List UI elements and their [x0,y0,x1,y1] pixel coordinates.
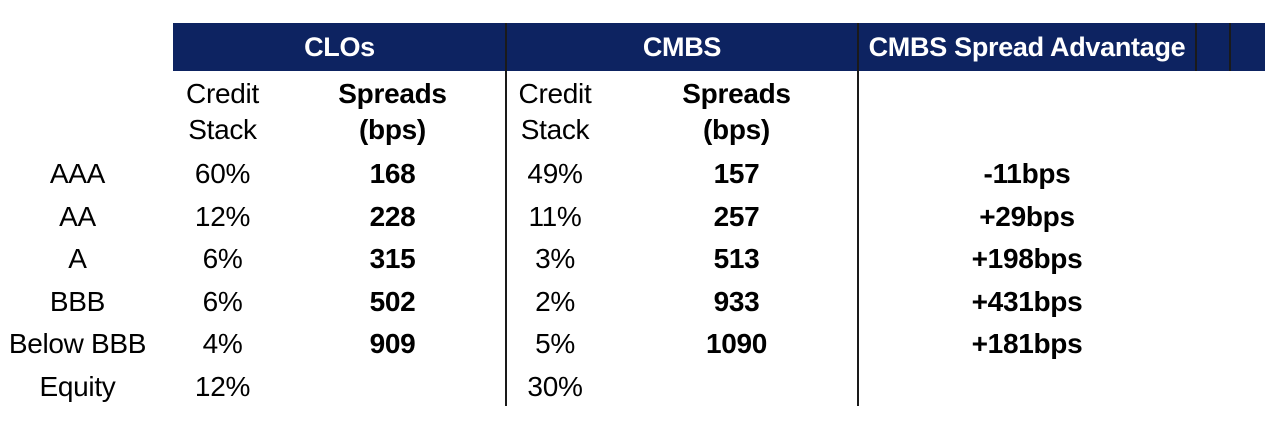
row-label: A [68,243,87,275]
clo-credit-stack-value: 6% [202,243,243,275]
clo-credit-stack-value: 60% [194,158,251,190]
cmbs-credit-stack-value: 30% [527,370,583,402]
table-body: Credit Stack Spreads (bps) Credit Stack … [0,71,1265,408]
row-label: AAA [49,158,106,190]
cmbs-spreads-header: Spreads (bps) [615,71,858,153]
cmbs-spread-value: 1090 [705,328,768,360]
right-spacer [1196,281,1265,324]
clo-credit-stack-header-line1: Credit [186,77,259,109]
clo-spread-value: 315 [369,243,416,275]
header-empty-cell-2 [1230,23,1265,71]
clo-credit-stack-value: 4% [202,328,243,360]
row-label: Equity [39,370,116,402]
cmbs-spread-value: 933 [713,285,760,317]
right-spacer [1196,366,1265,409]
right-spacer [1196,323,1265,366]
cmbs-credit-stack-header-line2: Stack [520,114,590,145]
row-label: Below BBB [8,328,147,360]
clo-spread-value: 228 [369,200,416,232]
advantage-value: +431bps [971,285,1083,317]
cmbs-spreads-header-line2: (bps) [703,114,770,145]
clo-credit-stack-value: 6% [202,285,243,317]
cmbs-credit-stack-value: 11% [528,200,582,232]
divider-cmbs-advantage [857,23,859,406]
clo-spreads-header: Spreads (bps) [290,71,495,153]
advantage-subheader-spacer [858,71,1196,153]
clo-spread-value: 168 [369,158,416,190]
cmbs-spread-value: 257 [713,200,760,232]
header-clos: CLOs [173,23,506,71]
clo-spread-value: 502 [369,285,416,317]
divider-clos-cmbs [505,23,507,406]
row-label: AA [59,200,96,232]
cmbs-credit-stack-value: 3% [535,243,575,275]
right-spacer [1196,238,1265,281]
header-cmbs: CMBS [506,23,858,71]
cmbs-spreads-header-line1: Spreads [682,77,791,109]
advantage-value: -11bps [983,158,1071,190]
divider-header-small-1 [1195,23,1197,71]
cmbs-credit-stack-header-line1: Credit [518,77,592,109]
clo-credit-stack-header-line2: Stack [188,114,257,145]
cmbs-credit-stack-header: Credit Stack [495,71,615,153]
right-spacer [1196,71,1265,153]
subheader-spacer [0,71,155,153]
cmbs-spread-value: 157 [713,158,760,190]
clo-spreads-header-line2: (bps) [359,114,426,145]
cmbs-spread-value: 513 [713,243,760,275]
right-spacer [1196,196,1265,239]
header-empty-cell-1 [1196,23,1230,71]
clo-spread-value [290,366,495,409]
advantage-value: +181bps [971,328,1083,360]
clo-credit-stack-header: Credit Stack [155,71,290,153]
right-spacer [1196,153,1265,196]
divider-header-small-2 [1229,23,1231,71]
advantage-value: +29bps [979,200,1075,232]
row-label: BBB [49,285,106,317]
clo-spreads-header-line1: Spreads [338,77,447,109]
clo-spread-value: 909 [369,328,416,360]
clo-credit-stack-value: 12% [194,200,251,232]
cmbs-credit-stack-value: 2% [535,285,575,317]
clo-credit-stack-value: 12% [194,370,251,402]
advantage-value [858,366,1196,409]
cmbs-spread-value [615,366,858,409]
header-cmbs-spread-advantage: CMBS Spread Advantage [858,23,1196,71]
table-header-bar: CLOs CMBS CMBS Spread Advantage [173,23,1265,71]
cmbs-credit-stack-value: 49% [527,158,583,190]
cmbs-credit-stack-value: 5% [535,328,575,360]
advantage-value: +198bps [971,243,1083,275]
